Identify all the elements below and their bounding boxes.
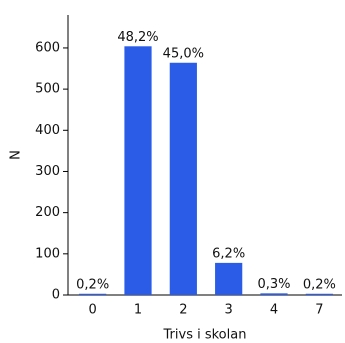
x-axis-label: Trivs i skolan (163, 328, 247, 343)
y-tick-label: 0 (52, 288, 60, 303)
y-axis-label: N (9, 150, 24, 160)
y-tick-label: 200 (35, 205, 60, 220)
y-tick-label: 600 (35, 40, 60, 55)
percent-label: 6,2% (212, 246, 245, 261)
x-tick-label: 3 (225, 303, 233, 318)
y-tick-label: 300 (35, 164, 60, 179)
y-tick-label: 100 (35, 246, 60, 261)
x-tick-label: 4 (270, 303, 278, 318)
x-tick-label: 1 (134, 303, 142, 318)
bar (79, 293, 107, 295)
bar (305, 293, 333, 295)
percent-label: 48,2% (117, 30, 158, 45)
x-tick-label: 2 (179, 303, 187, 318)
percent-label: 45,0% (163, 46, 204, 61)
bar (260, 293, 288, 295)
bar (169, 62, 197, 295)
y-tick-label: 500 (35, 82, 60, 97)
bar (124, 46, 152, 296)
percent-label: 0,3% (257, 277, 290, 292)
percent-label: 0,2% (303, 277, 336, 292)
x-tick-label: 0 (89, 303, 97, 318)
bar (215, 262, 243, 295)
percent-label: 0,2% (76, 277, 109, 292)
y-tick-label: 400 (35, 123, 60, 138)
x-tick-label: 7 (315, 303, 323, 318)
